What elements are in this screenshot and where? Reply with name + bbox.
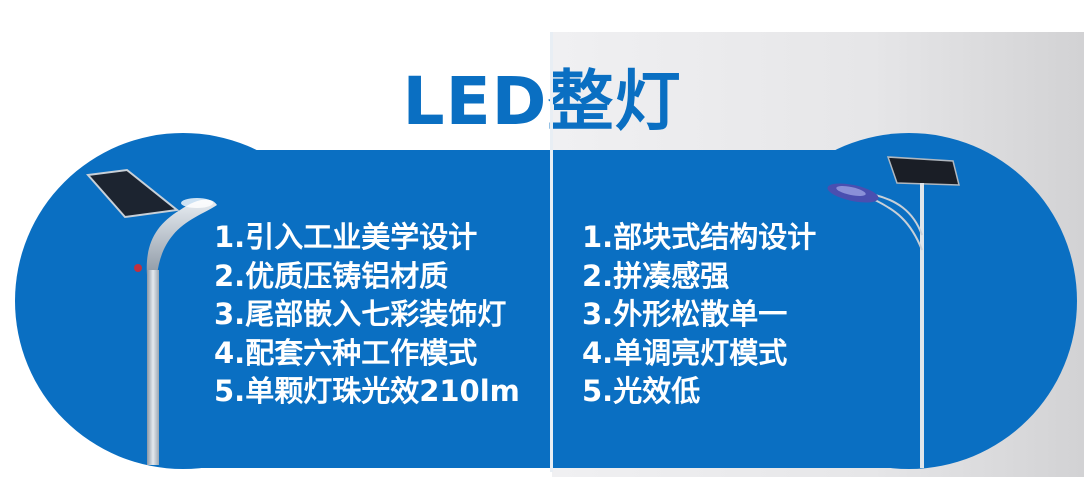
- feature-item: 5.光效低: [582, 374, 701, 408]
- page-title: LED整灯: [402, 63, 682, 140]
- feature-item: 2.拼凑感强: [582, 258, 730, 293]
- feature-item: 2.优质压铸铝材质: [214, 258, 449, 293]
- feature-item: 3.尾部嵌入七彩装饰灯: [214, 297, 507, 331]
- feature-item: 4.配套六种工作模式: [214, 335, 478, 370]
- feature-item: 1.部块式结构设计: [582, 220, 817, 254]
- feature-item: 4.单调亮灯模式: [582, 335, 788, 370]
- left-feature-list: 1.引入工业美学设计 2.优质压铸铝材质 3.尾部嵌入七彩装饰灯 4.配套六种工…: [214, 218, 520, 411]
- blue-band: [183, 150, 909, 468]
- feature-item: 1.引入工业美学设计: [214, 220, 478, 254]
- feature-item: 5.单颗灯珠光效210lm: [214, 374, 520, 408]
- split-solar-street-light-image: [827, 156, 960, 468]
- feature-item: 3.外形松散单一: [582, 297, 788, 331]
- center-divider: [550, 32, 553, 472]
- integrated-solar-street-light-image: [86, 168, 217, 465]
- right-feature-list: 1.部块式结构设计 2.拼凑感强 3.外形松散单一 4.单调亮灯模式 5.光效低: [582, 218, 816, 411]
